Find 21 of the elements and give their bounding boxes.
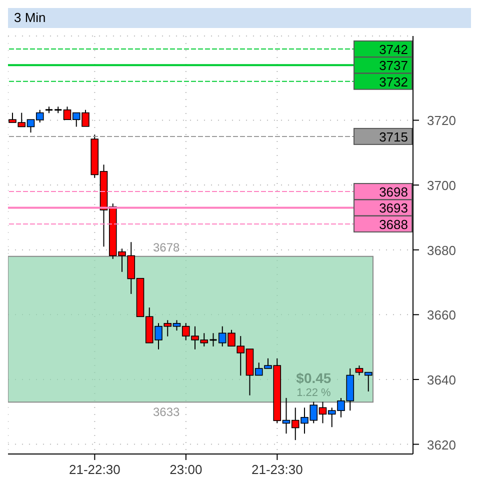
ref-line-label: 3715 — [379, 129, 408, 144]
y-tick-label: 3620 — [427, 437, 456, 452]
y-tick-label: 3660 — [427, 308, 456, 323]
ref-line-label: 3732 — [379, 74, 408, 90]
y-tick-label: 3720 — [427, 113, 456, 128]
ref-line-label: 3693 — [379, 200, 408, 216]
ref-line-label: 3737 — [379, 58, 408, 74]
ref-line-label: 3698 — [379, 184, 408, 200]
x-tick-label: 21-23:30 — [252, 462, 303, 477]
annotation: 3633 — [153, 405, 180, 420]
y-tick-label: 3640 — [427, 372, 456, 388]
annotation: 1.22 % — [296, 387, 332, 400]
x-tick-label: 23:00 — [170, 462, 202, 477]
y-tick-label: 3700 — [427, 178, 456, 194]
band-label: 3678 — [153, 240, 180, 254]
y-tick-label: 3680 — [427, 242, 456, 258]
ref-line-label: 3688 — [379, 216, 408, 232]
x-tick-label: 21-22:30 — [69, 462, 120, 477]
annotation: $0.45 — [296, 370, 332, 386]
chart-title: 3 Min — [8, 8, 471, 28]
ref-line-label: 3742 — [379, 42, 408, 57]
